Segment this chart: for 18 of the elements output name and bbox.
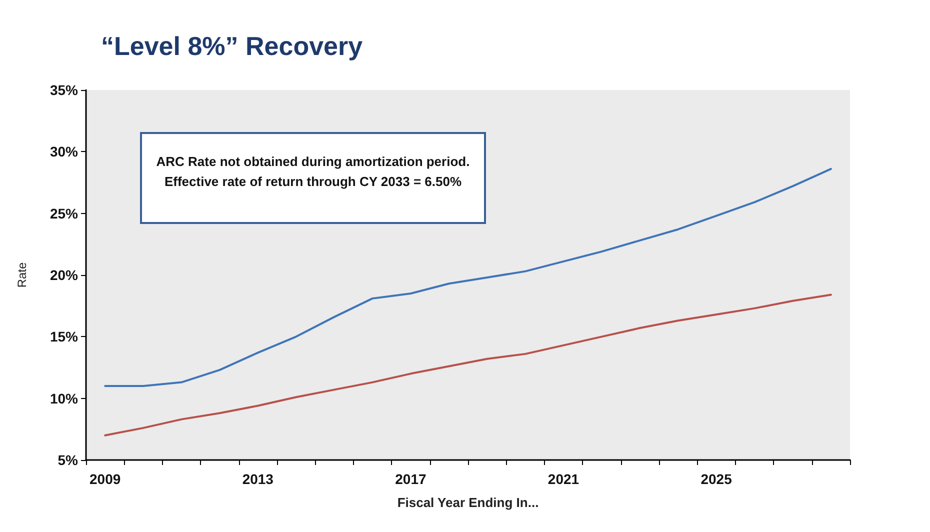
y-tick-label: 30% — [50, 144, 79, 160]
x-tick-label: 2013 — [242, 471, 274, 487]
y-tick-label: 15% — [50, 328, 79, 345]
line-series — [104, 168, 832, 387]
y-tick-label: 25% — [50, 205, 79, 222]
y-tick-label: 35% — [50, 82, 79, 98]
y-tick-label: 20% — [50, 267, 79, 283]
x-axis-title: Fiscal Year Ending In... — [397, 495, 539, 510]
note-box: ARC Rate not obtained during amortization period. Effective rate of return through CY 2033 = 6.50% — [140, 132, 486, 224]
line-series — [104, 294, 832, 436]
y-axis-title: Rate — [15, 262, 29, 288]
x-tick-label: 2021 — [548, 471, 580, 487]
chart-title: “Level 8%” Recovery — [101, 31, 364, 61]
y-tick-label: 5% — [58, 452, 79, 468]
x-tick-label: 2017 — [395, 471, 426, 487]
x-tick-label: 2025 — [700, 471, 732, 487]
x-tick-label: 2009 — [90, 471, 121, 487]
y-tick-label: 10% — [50, 390, 79, 406]
